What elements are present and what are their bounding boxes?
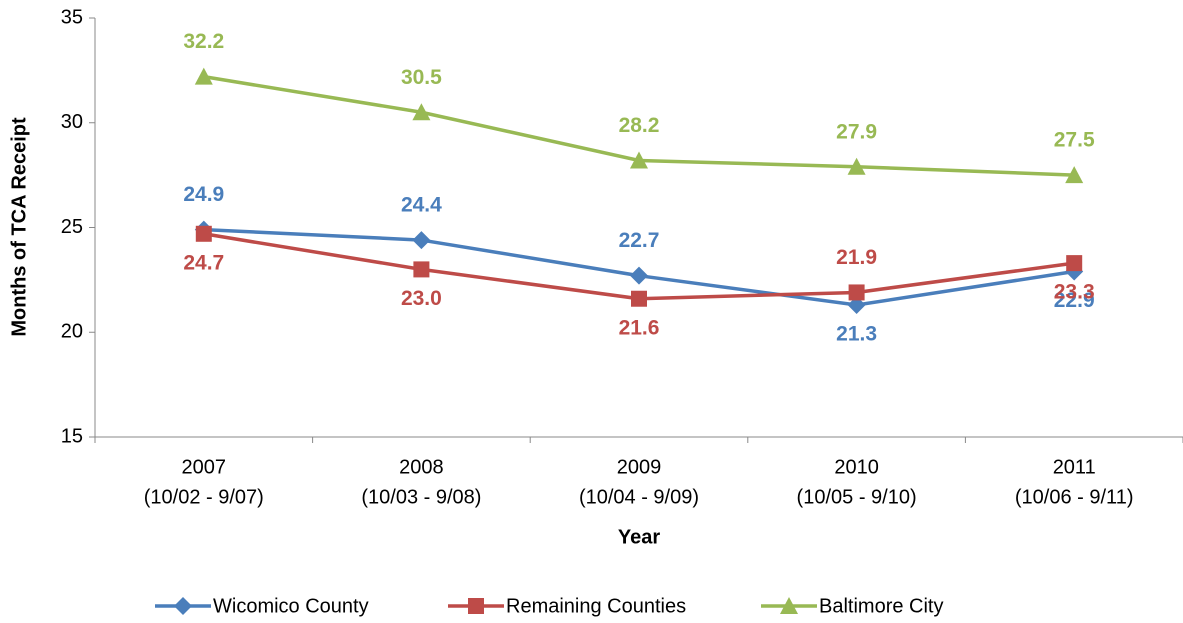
value-label: 27.5 [1054,129,1095,152]
value-label: 21.3 [836,323,877,346]
value-label: 24.4 [401,194,442,217]
x-tick-label: 2009 [617,456,662,478]
y-tick-label: 25 [61,216,83,238]
legend-item: Baltimore City [761,595,943,617]
marker [174,597,192,615]
legend-label: Wicomico County [213,595,369,617]
x-tick-label: (10/04 - 9/09) [579,486,699,508]
marker [412,103,431,121]
marker [630,266,648,285]
y-tick-label: 30 [61,111,83,133]
value-label: 24.7 [183,251,224,274]
x-tick-label: 2007 [182,456,227,478]
legend-item: Remaining Counties [448,595,686,617]
marker [412,231,431,250]
value-label: 32.2 [183,30,224,53]
legend-item: Wicomico County [155,595,369,617]
y-tick-label: 35 [61,6,83,28]
marker [847,296,866,315]
value-label: 22.9 [1054,289,1095,312]
marker [194,67,213,85]
marker [848,284,865,301]
value-label: 23.0 [401,287,442,310]
y-axis-title: Months of TCA Receipt [8,117,30,337]
marker [631,290,647,307]
x-axis-title: Year [618,526,660,548]
x-tick-label: 2008 [399,456,444,478]
value-label: 23.3 [1054,281,1095,304]
marker [847,157,866,175]
value-label: 22.7 [619,229,660,252]
marker [780,597,798,614]
marker [413,261,430,278]
marker [1065,166,1084,184]
x-tick-label: (10/05 - 9/10) [797,486,917,508]
marker [195,225,212,242]
x-tick-label: 2010 [834,456,879,478]
value-label: 28.2 [619,114,660,137]
value-label: 24.9 [183,183,224,206]
marker [1066,255,1083,272]
marker [630,151,648,169]
x-tick-label: (10/06 - 9/11) [1015,486,1134,508]
legend-label: Remaining Counties [506,595,686,617]
value-label: 30.5 [401,66,442,89]
x-tick-label: 2011 [1053,456,1096,478]
y-tick-label: 15 [61,425,83,447]
x-tick-label: (10/03 - 9/08) [361,486,481,508]
marker [468,598,484,614]
value-label: 21.9 [836,246,877,269]
value-label: 27.9 [836,120,877,143]
x-tick-label: (10/02 - 9/07) [144,486,264,508]
value-label: 21.6 [619,316,660,339]
y-tick-label: 20 [61,321,83,343]
legend-label: Baltimore City [819,595,943,617]
